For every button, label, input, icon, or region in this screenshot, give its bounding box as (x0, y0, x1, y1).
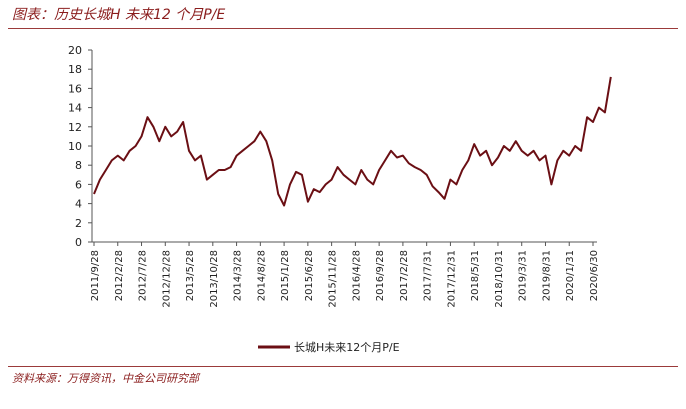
x-tick-label: 2015/11/28 (328, 250, 339, 308)
x-tick-label: 2019/3/31 (518, 250, 529, 301)
x-tick-label: 2012/12/28 (161, 250, 172, 308)
x-tick-label: 2011/9/28 (90, 250, 101, 301)
bottom-rule (8, 366, 678, 367)
y-tick-label: 8 (75, 159, 82, 172)
y-tick-label: 4 (75, 198, 82, 211)
x-tick-label: 2019/8/31 (541, 250, 552, 301)
x-tick-label: 2013/5/28 (185, 250, 196, 301)
y-tick-label: 12 (68, 121, 82, 134)
figure-title: 图表：历史长城H 未来12 个月P/E (12, 7, 226, 23)
x-tick-label: 2018/5/31 (470, 250, 481, 301)
x-tick-label: 2017/12/31 (446, 250, 457, 308)
x-tick-label: 2018/10/31 (494, 250, 505, 308)
x-tick-label: 2015/6/28 (304, 250, 315, 301)
chart: 0 2 4 6 8 10 12 14 16 18 20 2011/9/28 2012/2/28 2012/… (68, 44, 612, 354)
x-tick-label: 2012/7/28 (138, 250, 149, 301)
x-tick-label: 2017/7/31 (423, 250, 434, 301)
x-tick-label: 2012/2/28 (114, 250, 125, 301)
y-tick-label: 0 (75, 236, 82, 249)
y-tick-label: 20 (68, 44, 82, 57)
source-note: 资料来源：万得资讯，中金公司研究部 (12, 372, 199, 385)
x-tick-label: 2017/2/28 (399, 250, 410, 301)
x-tick-label: 2015/1/28 (280, 250, 291, 301)
x-tick-label: 2020/6/30 (589, 250, 600, 301)
x-tick-label: 2014/8/28 (256, 250, 267, 301)
x-tick-label: 2020/1/31 (565, 250, 576, 301)
plot-area: 0 2 4 6 8 10 12 14 16 18 20 2011/9/28 2012/2/28 2012/… (68, 44, 612, 308)
y-tick-label: 18 (68, 63, 82, 76)
x-tick-label: 2016/9/28 (375, 250, 386, 301)
y-tick-label: 2 (75, 217, 82, 230)
x-tick-label: 2013/10/28 (209, 250, 220, 308)
x-tick-label: 2014/3/28 (233, 250, 244, 301)
series-line (93, 76, 612, 207)
legend-label: 长城H未来12个月P/E (294, 341, 400, 354)
x-tick-label: 2016/4/28 (351, 250, 362, 301)
y-tick-label: 10 (68, 140, 82, 153)
y-tick-label: 16 (68, 82, 82, 95)
y-tick-label: 14 (68, 102, 82, 115)
y-tick-label: 6 (75, 178, 82, 191)
legend: 长城H未来12个月P/E (258, 341, 400, 354)
top-rule (8, 28, 678, 29)
